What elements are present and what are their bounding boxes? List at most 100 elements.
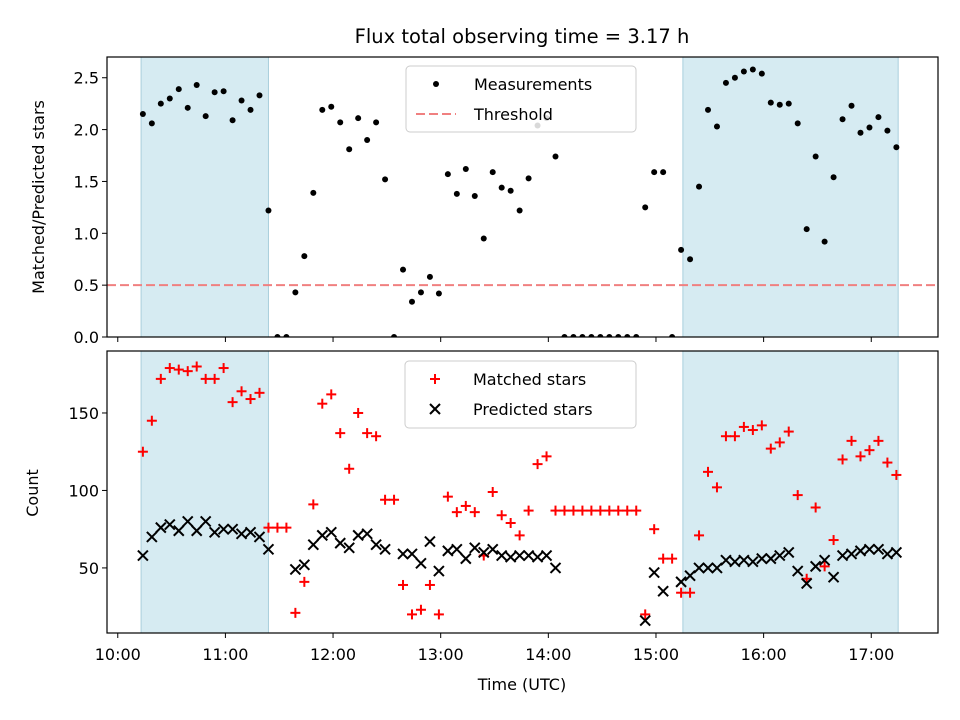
predicted-stars-point-b [863, 543, 876, 556]
matched-stars-point [720, 431, 731, 442]
matched-stars-point [218, 363, 229, 374]
matched-stars-point [362, 428, 373, 439]
matched-stars-point [864, 445, 875, 456]
bottom-y-axis-label: Count [23, 469, 42, 517]
predicted-stars-point-b [298, 559, 311, 571]
predicted-stars-point [774, 549, 786, 562]
predicted-stars-point [845, 548, 858, 560]
predicted-stars-point-b [720, 554, 732, 566]
matched-stars-point [640, 609, 651, 620]
predicted-stars-point-b [199, 515, 212, 528]
predicted-stars-point-b [756, 552, 768, 565]
predicted-stars-point-b [684, 569, 696, 582]
legend-label: Matched stars [473, 370, 586, 389]
predicted-stars-point [540, 549, 553, 562]
predicted-stars-point [890, 546, 903, 559]
predicted-stars-point [442, 545, 454, 557]
measurements-point [139, 111, 146, 118]
measurements-point [301, 253, 308, 260]
predicted-stars-point-b [379, 543, 391, 556]
y-tick-label: 0.5 [74, 276, 99, 295]
measurements-point [516, 207, 523, 214]
predicted-stars-point-b [513, 549, 526, 562]
measurements-point [552, 153, 559, 160]
matched-stars-point [182, 366, 193, 377]
measurements-point [426, 273, 433, 280]
matched-stars-point [541, 451, 552, 462]
predicted-stars-point-b [235, 528, 248, 540]
predicted-stars-point [504, 551, 517, 563]
measurements-point [803, 226, 810, 233]
x-tick-label: 13:00 [418, 645, 464, 664]
matched-stars-point [290, 607, 301, 618]
measurements-point [355, 115, 362, 122]
predicted-stars-point [854, 545, 867, 557]
predicted-stars-point-b [397, 548, 409, 560]
matched-stars-point [164, 363, 175, 374]
measurements-point [346, 146, 353, 153]
measurements-point [633, 334, 640, 337]
predicted-stars-point [738, 554, 750, 566]
matched-stars-point [783, 426, 794, 437]
predicted-stars-point [379, 543, 391, 556]
predicted-stars-point-b [289, 563, 302, 576]
predicted-stars-point-b [702, 562, 714, 574]
predicted-stars-point-b [244, 526, 257, 538]
predicted-stars-point-b [307, 538, 320, 551]
matched-stars-point [451, 507, 462, 518]
predicted-stars-point-b [155, 521, 167, 534]
measurements-point [812, 153, 819, 160]
matched-stars-point [729, 431, 740, 442]
measurements-point [884, 127, 891, 134]
matched-stars-point [317, 398, 328, 409]
predicted-stars-point-b [262, 543, 275, 556]
predicted-stars-point [415, 557, 427, 569]
matched-stars-point [622, 505, 633, 516]
measurements-point [866, 124, 873, 131]
predicted-stars-point [370, 538, 382, 551]
y-tick-label: 150 [68, 404, 99, 423]
legend-box [404, 360, 637, 429]
predicted-stars-point [675, 576, 687, 588]
predicted-stars-point-b [451, 543, 463, 556]
matched-stars-point [433, 609, 444, 620]
predicted-stars-point [190, 525, 203, 537]
matched-stars-point [227, 397, 238, 408]
measurements-point [642, 204, 649, 211]
x-tick-label: 14:00 [525, 645, 571, 664]
predicted-stars-point [325, 526, 337, 538]
measurements-point [731, 74, 738, 81]
matched-stars-point [676, 587, 687, 598]
predicted-stars-point [173, 525, 185, 537]
predicted-stars-point-b [675, 576, 687, 588]
legend-marker-measurements [433, 81, 439, 87]
measurements-point [740, 68, 747, 75]
measurements-point [373, 119, 380, 126]
measurements-point [202, 113, 209, 120]
measurements-point [471, 192, 478, 199]
matched-stars-point [155, 373, 166, 384]
measurements-point [498, 184, 505, 191]
measurements-point [400, 266, 407, 273]
matched-stars-point [855, 451, 866, 462]
legend-label: Predicted stars [473, 400, 593, 419]
matched-stars-point [389, 494, 400, 505]
chart-title: Flux total observing time = 3.17 h [355, 25, 690, 48]
matched-stars-point [496, 510, 507, 521]
predicted-stars-point [747, 556, 759, 568]
shaded-interval-1 [682, 56, 899, 338]
measurements-point [184, 104, 191, 111]
matched-stars-point [487, 487, 498, 497]
measurements-point [570, 334, 577, 337]
measurements-point [391, 334, 398, 337]
x-axis-label: Time (UTC) [477, 675, 566, 694]
predicted-stars-point [729, 556, 741, 568]
measurements-point [462, 166, 469, 172]
matched-stars-point [756, 420, 767, 431]
legend-marker-matched [430, 374, 440, 384]
predicted-stars-point-b [137, 549, 149, 562]
measurements-point [292, 289, 299, 296]
predicted-stars-point-b [415, 557, 427, 569]
measurements-point [767, 99, 774, 106]
